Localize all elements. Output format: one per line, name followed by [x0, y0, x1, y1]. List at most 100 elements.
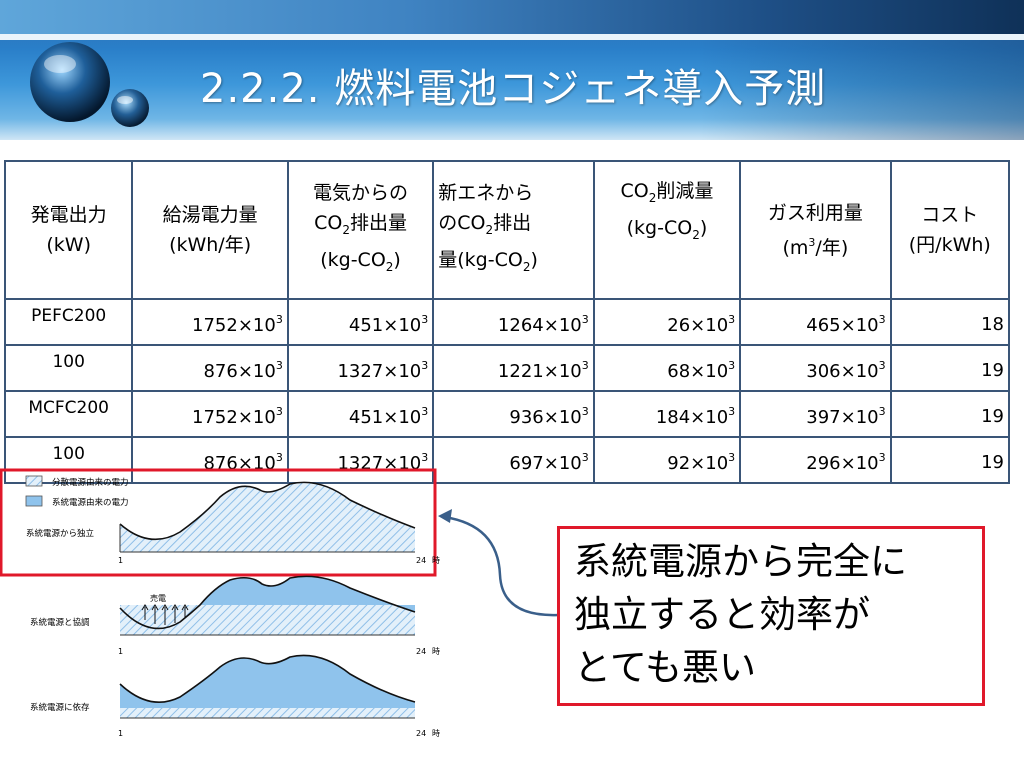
legend-label-distributed: 分散電源由来の電力	[52, 477, 129, 488]
table-cell: 92×103	[592, 436, 742, 484]
cell-value: 184×10	[655, 406, 729, 428]
panel3-label: 系統電源に依存	[30, 702, 90, 713]
legend-swatch-grid	[25, 495, 43, 507]
table-cell: 1264×103	[432, 298, 595, 346]
slide-header	[0, 0, 1024, 140]
table-cell: 451×103	[286, 298, 435, 346]
header-gas-usage: ガス利用量 (m3/年)	[739, 160, 892, 300]
cell-exponent: 3	[728, 358, 736, 372]
table-cell: 451×103	[286, 390, 435, 438]
row-label: 100	[3, 436, 134, 484]
callout-line: とても悪い	[574, 646, 757, 689]
table-cell: 1327×103	[286, 436, 435, 484]
cell-exponent: 3	[878, 450, 886, 464]
header-line: (kg-CO2)	[626, 216, 708, 242]
cell-value: 1752×10	[192, 406, 276, 428]
cell-exponent: 3	[581, 358, 589, 372]
cell-exponent: 3	[275, 312, 283, 326]
header-line: 発電出力	[30, 204, 107, 226]
cell-value: 697×10	[509, 452, 582, 474]
table-body: PEFC200 1752×103 451×103 1264×103 26×103 465×…	[3, 298, 1011, 484]
table-cell: 465×103	[739, 298, 892, 346]
row-label: MCFC200	[3, 390, 134, 438]
cell-exponent: 3	[581, 450, 589, 464]
cell-exponent: 3	[878, 358, 886, 372]
table-row: PEFC200 1752×103 451×103 1264×103 26×103 465×…	[3, 298, 1011, 346]
header-line: 給湯電力量	[162, 204, 258, 226]
table-cell: 68×103	[592, 344, 742, 392]
table-cell: 26×103	[592, 298, 742, 346]
panel1-highlight-box	[0, 468, 437, 577]
header-line: (円/kWh)	[908, 234, 991, 256]
header-hot-water-power: 給湯電力量 (kWh/年)	[131, 160, 289, 300]
load-curve-diagram: 分散電源由来の電力 系統電源由来の電力 系統電源から独立 1 24 時 売電 系…	[0, 468, 440, 738]
cell-value: 1221×10	[497, 360, 582, 382]
cost-value: 19	[981, 451, 1004, 473]
panel1-label: 系統電源から独立	[26, 528, 95, 539]
header-line: 量(kg-CO2)	[438, 249, 538, 274]
table-cell: 397×103	[739, 390, 892, 438]
cell-value: 296×10	[806, 452, 879, 474]
cost-cell: 18	[889, 298, 1011, 346]
panel3-axis-end: 24	[416, 729, 426, 738]
panel2-sell-label: 売電	[150, 593, 166, 603]
table-cell: 184×103	[592, 390, 742, 438]
table-cell: 936×103	[432, 390, 595, 438]
cell-value: 1752×10	[192, 314, 276, 336]
header-co2-reduction: CO2削減量 (kg-CO2)	[592, 160, 742, 300]
cell-value: 26×10	[667, 314, 729, 336]
header-line: のCO2排出	[438, 212, 532, 237]
callout-line: 独立すると効率が	[574, 593, 870, 636]
panel1-demand-curve	[119, 481, 416, 541]
header-line: 新エネから	[438, 182, 534, 205]
panel1-distributed-area	[120, 482, 415, 552]
table-cell: 876×103	[131, 344, 289, 392]
legend-label-grid: 系統電源由来の電力	[52, 497, 129, 508]
header-line: (kg-CO2)	[320, 249, 401, 274]
table-cell: 296×103	[739, 436, 892, 484]
cell-value: 1327×10	[337, 452, 422, 474]
cell-exponent: 3	[421, 358, 429, 372]
header-line: (kWh/年)	[169, 234, 252, 256]
panel2-label: 系統電源と協調	[30, 617, 90, 628]
cell-value: 1264×10	[497, 314, 582, 336]
table-header-row: 発電出力 (kW) 給湯電力量 (kWh/年) 電気からの CO2排出量 (kg…	[3, 160, 1011, 300]
sphere-logo-icon	[30, 42, 149, 127]
cell-value: 936×10	[509, 406, 582, 428]
header-line: (kW)	[46, 234, 91, 256]
cell-value: 876×10	[203, 360, 276, 382]
table-cell: 1752×103	[131, 390, 289, 438]
fuel-cell-cogeneration-table: 発電出力 (kW) 給湯電力量 (kWh/年) 電気からの CO2排出量 (kg…	[3, 160, 1011, 484]
cell-value: 876×10	[203, 452, 276, 474]
cell-value: 451×10	[348, 406, 422, 428]
cost-cell: 19	[889, 390, 1011, 438]
table-cell: 876×103	[131, 436, 289, 484]
header-line: ガス利用量	[767, 201, 863, 224]
cell-exponent: 3	[275, 358, 283, 372]
panel3-axis-start: 1	[118, 729, 123, 738]
cost-value: 18	[981, 313, 1004, 335]
header-line: 電気からの	[313, 182, 409, 205]
cell-exponent: 3	[275, 404, 283, 418]
table-cell: 1327×103	[286, 344, 435, 392]
cell-exponent: 3	[728, 450, 736, 464]
cost-value: 19	[981, 405, 1004, 427]
table-cell: 697×103	[432, 436, 595, 484]
header-top-bar	[0, 0, 1024, 34]
cell-value: 92×10	[667, 452, 729, 474]
panel1-axis-unit: 時	[432, 556, 440, 565]
cell-exponent: 3	[275, 450, 283, 464]
header-new-energy-co2: 新エネから のCO2排出 量(kg-CO2)	[432, 160, 595, 300]
cell-exponent: 3	[878, 312, 886, 326]
table-cell: 306×103	[739, 344, 892, 392]
table-cell: 1752×103	[131, 298, 289, 346]
cell-value: 1327×10	[337, 360, 422, 382]
table-row: 100 876×103 1327×103 697×103 92×103 296×103 19	[3, 436, 1011, 484]
cost-value: 19	[981, 359, 1004, 381]
header-grid-co2: 電気からの CO2排出量 (kg-CO2)	[286, 160, 435, 300]
cell-value: 451×10	[348, 314, 422, 336]
panel3-demand-curve	[119, 654, 416, 704]
panel2-axis-unit: 時	[432, 647, 440, 656]
header-line: (m3/年)	[782, 235, 849, 259]
callout-line: 系統電源から完全に	[574, 540, 907, 583]
